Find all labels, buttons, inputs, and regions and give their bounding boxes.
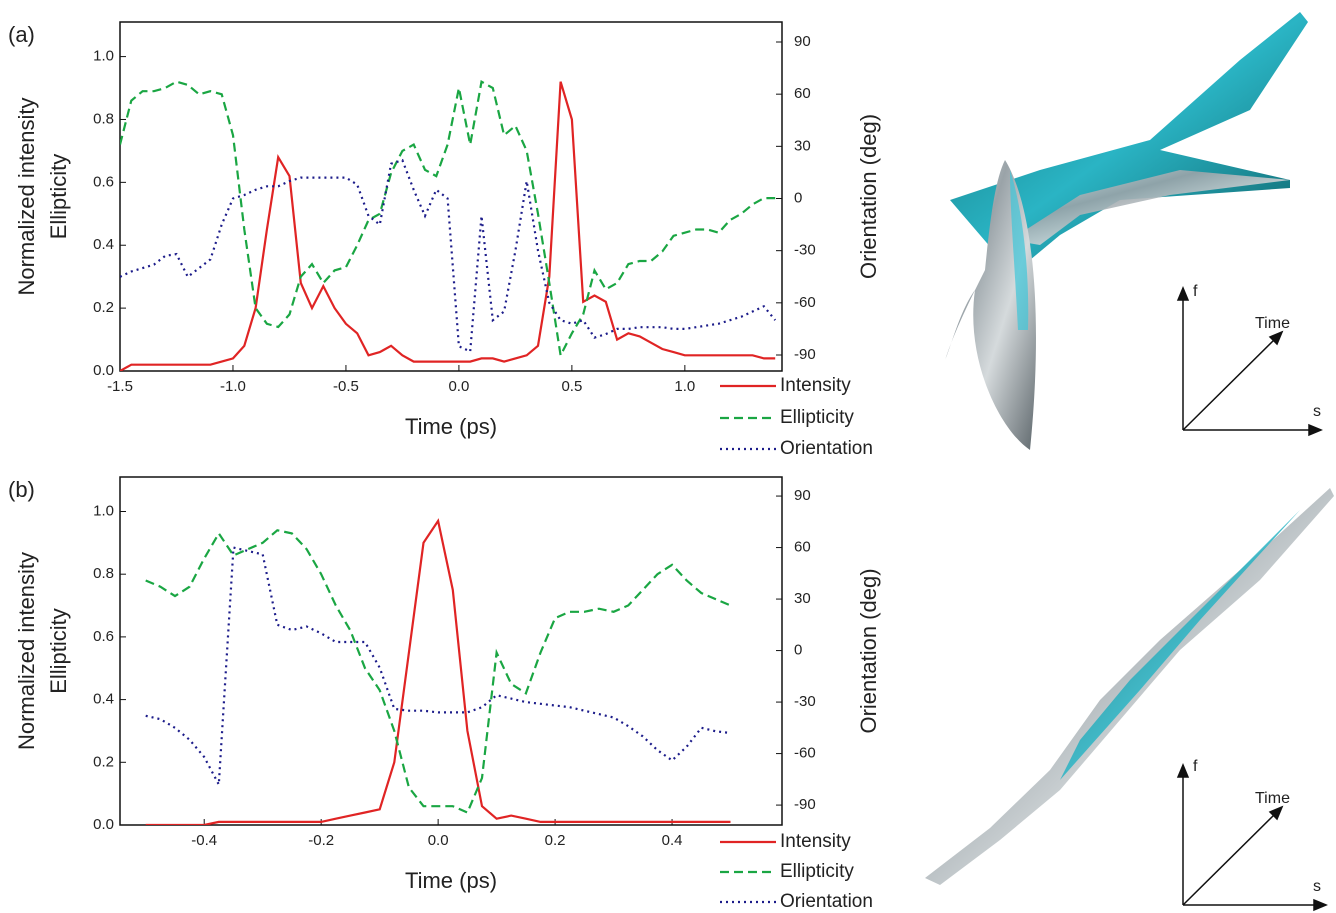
y2-tick-label: -30 (794, 242, 816, 259)
y-tick-label: 1.0 (93, 48, 114, 65)
x-axis-title: Time (ps) (405, 868, 497, 893)
diagram-axis-label: Time (1255, 790, 1290, 807)
y-axis-title: Ellipticity (46, 154, 71, 240)
surface-3d (945, 12, 1308, 450)
x-axis-title: Time (ps) (405, 414, 497, 439)
diagram-axis-label: Time (1255, 315, 1290, 332)
legend-label: Orientation (780, 438, 873, 459)
y-tick-label: 0.8 (93, 565, 114, 582)
series-line (120, 158, 777, 354)
axes-diagram (1176, 286, 1328, 912)
y2-tick-label: -90 (794, 796, 816, 813)
y2-tick-label: 90 (794, 33, 811, 50)
series-line (145, 546, 731, 789)
y-tick-label: 0.4 (93, 236, 114, 253)
y-tick-label: 0.2 (93, 299, 114, 316)
y2-tick-label: 0 (794, 642, 802, 659)
x-tick-label: 0.0 (428, 832, 449, 849)
plot-frame (119, 21, 783, 372)
series-line (145, 518, 731, 825)
legend-label: Orientation (780, 891, 873, 912)
y-tick-label: 0.2 (93, 753, 114, 770)
legend-label: Ellipticity (780, 861, 854, 882)
panel-label: (b) (8, 477, 35, 502)
y2-tick-label: 60 (794, 539, 811, 556)
x-tick-label: 0.4 (662, 832, 683, 849)
series-line (120, 81, 776, 371)
y2-tick-label: 30 (794, 590, 811, 607)
x-tick-label: 1.0 (674, 378, 695, 395)
y2-tick-label: -30 (794, 693, 816, 710)
y-tick-label: 0.6 (93, 628, 114, 645)
x-tick-label: -0.5 (333, 378, 359, 395)
y-tick-label: 0.4 (93, 691, 114, 708)
legend-label: Ellipticity (780, 407, 854, 428)
diagram-axis-label: s (1313, 403, 1321, 420)
y2-tick-label: 30 (794, 137, 811, 154)
diagram-axis-label: f (1193, 283, 1198, 300)
series-line (145, 529, 731, 814)
y-axis-title: Normalized intensity (14, 552, 39, 750)
surface-3d (925, 488, 1334, 885)
legend-label: Intensity (780, 831, 851, 852)
y-tick-label: 0.8 (93, 110, 114, 127)
series-line (120, 79, 776, 359)
y-tick-label: 1.0 (93, 502, 114, 519)
plot-frame (119, 476, 783, 826)
y-axis-title: Normalized intensity (14, 97, 39, 295)
x-tick-label: 0.5 (561, 378, 582, 395)
y-tick-label: 0.6 (93, 173, 114, 190)
x-tick-label: -1.0 (220, 378, 246, 395)
y2-axis-title: Orientation (deg) (856, 114, 881, 279)
y2-tick-label: -60 (794, 294, 816, 311)
diagram-axis-label: s (1313, 878, 1321, 895)
x-tick-label: -0.2 (308, 832, 334, 849)
diagram-axis-label: f (1193, 758, 1198, 775)
y-axis-title: Ellipticity (46, 608, 71, 694)
x-tick-label: -1.5 (107, 378, 133, 395)
y2-tick-label: -90 (794, 346, 816, 363)
y2-tick-label: 0 (794, 189, 802, 206)
y2-tick-label: -60 (794, 745, 816, 762)
legend-label: Intensity (780, 375, 851, 396)
y2-axis-title: Orientation (deg) (856, 568, 881, 733)
y-tick-label: 0.0 (93, 362, 114, 379)
y2-tick-label: 90 (794, 487, 811, 504)
x-tick-label: 0.2 (545, 832, 566, 849)
y-tick-label: 0.0 (93, 816, 114, 833)
x-tick-label: -0.4 (191, 832, 217, 849)
panel-label: (a) (8, 22, 35, 47)
y2-tick-label: 60 (794, 85, 811, 102)
x-tick-label: 0.0 (448, 378, 469, 395)
